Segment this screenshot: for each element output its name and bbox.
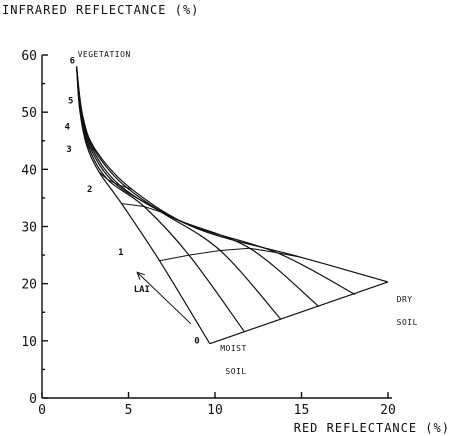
axes <box>41 54 392 399</box>
x-tick-label: 20 <box>380 403 396 418</box>
x-tick-label: 0 <box>38 403 46 418</box>
reflectance-curve <box>76 66 282 320</box>
x-tick-label: 15 <box>294 403 310 418</box>
x-tick-label: 10 <box>207 403 223 418</box>
lai-value-label: 3 <box>66 145 71 155</box>
soil-line <box>209 281 389 345</box>
lai-isoline <box>121 203 198 230</box>
lai-isoline <box>86 146 96 151</box>
lai-isolines <box>79 111 302 262</box>
lai-value-label: 6 <box>70 57 75 67</box>
y-tick-label: 50 <box>21 106 37 121</box>
reflectance-curves <box>76 66 389 345</box>
dry-soil-label: DRY <box>397 295 413 304</box>
lai-isoline <box>159 247 302 262</box>
y-tick-label: 60 <box>21 49 37 64</box>
y-tick-label: 0 <box>29 392 37 407</box>
moist-soil-label: SOIL <box>225 367 246 376</box>
lai-isoline <box>98 171 133 190</box>
y-tick-label: 20 <box>21 278 37 293</box>
annotations: VEGETATION MOIST SOIL DRY SOIL 6 5 4 3 2 1 0 LAI <box>64 50 417 376</box>
lai-value-label: 0 <box>194 337 199 347</box>
lai-value-label: 5 <box>68 97 73 107</box>
y-tick-label: 30 <box>21 221 37 236</box>
lai-isoline <box>79 111 83 117</box>
x-axis-label: RED REFLECTANCE (%) <box>294 421 450 435</box>
y-axis-label: INFRARED REFLECTANCE (%) <box>2 3 199 17</box>
reflectance-curve <box>76 66 389 283</box>
lai-value-label: 2 <box>87 185 92 195</box>
vegetation-label: VEGETATION <box>78 50 131 59</box>
y-tick-label: 40 <box>21 163 37 178</box>
moist-soil-label: MOIST <box>220 344 247 353</box>
reflectance-curve <box>76 66 245 333</box>
lai-arrow-label: LAI <box>134 285 150 295</box>
lai-value-label: 1 <box>118 248 123 258</box>
reflectance-curve <box>76 66 320 307</box>
lai-arrow-head <box>136 271 145 280</box>
lai-arrow <box>136 271 192 325</box>
lai-value-label: 4 <box>64 122 70 132</box>
y-tick-label: 10 <box>21 335 37 350</box>
x-tick-label: 5 <box>125 403 133 418</box>
dry-soil-label: SOIL <box>397 318 418 327</box>
